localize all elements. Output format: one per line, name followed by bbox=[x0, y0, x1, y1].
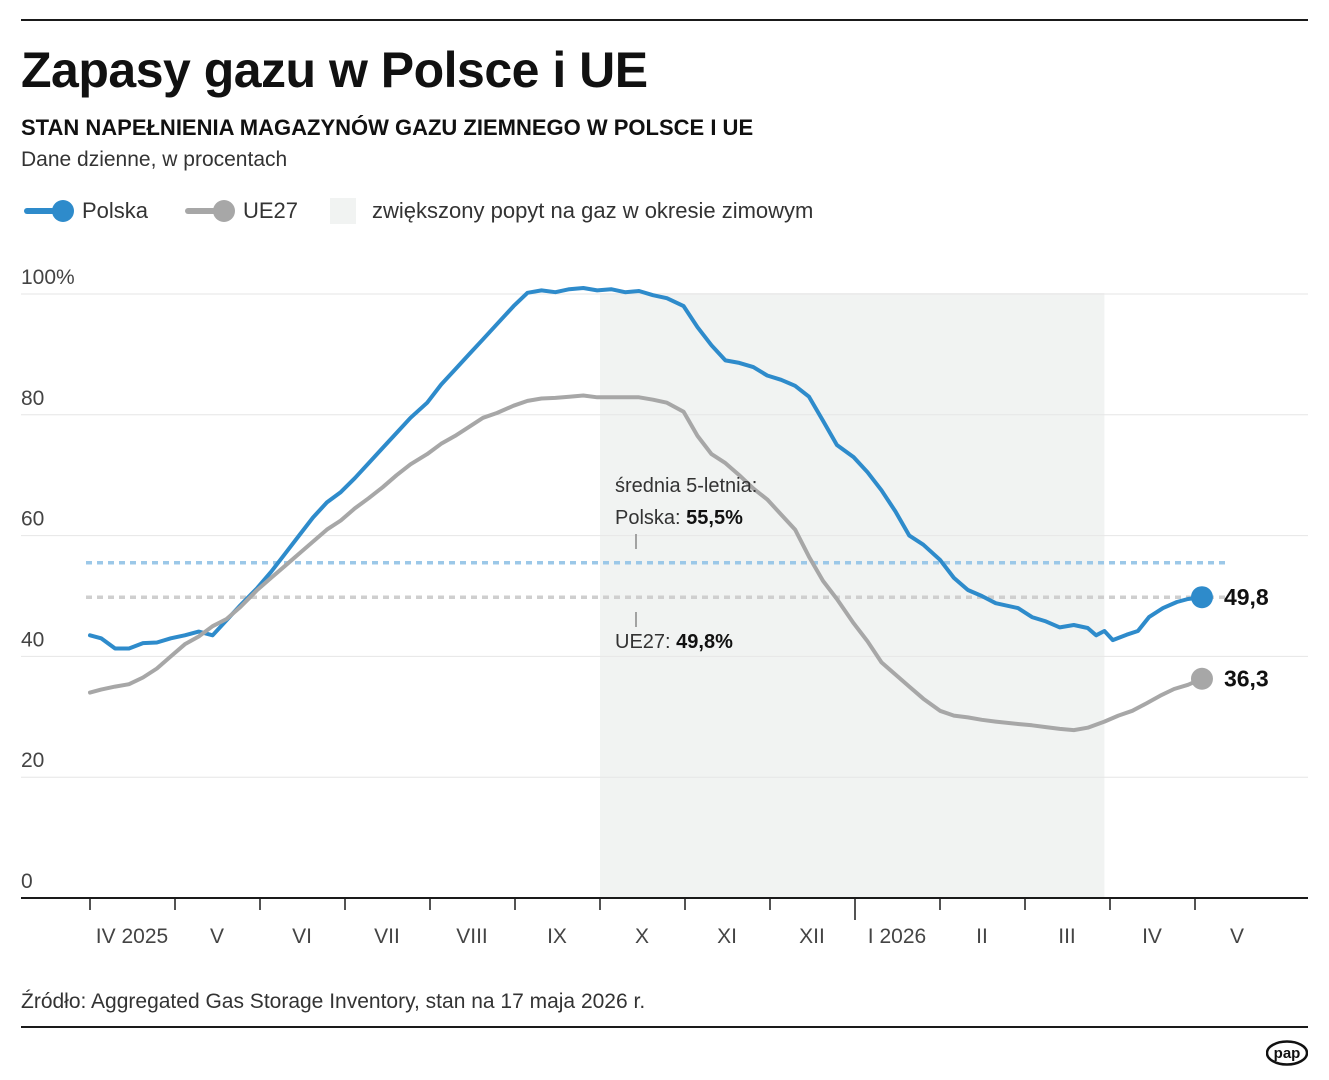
legend-winter-label: zwiększony popyt na gaz w okresie zimowy… bbox=[372, 198, 814, 223]
end-marker-polska bbox=[1190, 586, 1213, 609]
x-tick-label: V bbox=[1230, 925, 1244, 948]
y-tick-label: 20 bbox=[21, 749, 44, 772]
svg-text:pap: pap bbox=[1274, 1045, 1301, 1062]
winter-shade-swatch-icon bbox=[330, 198, 356, 224]
end-value-label: 49,8 bbox=[1224, 584, 1269, 610]
pap-logo-icon: pap bbox=[1266, 1040, 1308, 1066]
x-tick-label: XII bbox=[799, 925, 825, 948]
end-marker-ue27 bbox=[1190, 667, 1213, 690]
polska-line-swatch-icon bbox=[24, 200, 74, 222]
ue27-line-swatch-icon bbox=[185, 200, 235, 222]
y-tick-label: 40 bbox=[21, 628, 44, 651]
winter-shade bbox=[600, 293, 1105, 898]
source-note: Źródło: Aggregated Gas Storage Inventory… bbox=[21, 990, 646, 1013]
reference-label-polska: Polska: 55,5% bbox=[615, 507, 743, 529]
legend-ue27: UE27 bbox=[185, 196, 298, 226]
x-tick-label: VIII bbox=[456, 925, 488, 948]
series-line-polska bbox=[88, 286, 1204, 651]
end-value-label: 36,3 bbox=[1224, 666, 1269, 692]
x-tick-label: I 2026 bbox=[868, 925, 926, 948]
x-tick-label: V bbox=[210, 925, 224, 948]
x-tick-label: IV bbox=[1142, 925, 1162, 948]
series-line-ue27 bbox=[88, 393, 1204, 733]
bottom-rule bbox=[21, 1026, 1308, 1028]
top-rule bbox=[21, 19, 1308, 21]
legend-polska-label: Polska bbox=[82, 198, 149, 223]
chart-subtitle: STAN NAPEŁNIENIA MAGAZYNÓW GAZU ZIEMNEGO… bbox=[21, 115, 754, 140]
x-tick-label: IX bbox=[547, 925, 567, 948]
x-tick-label: VII bbox=[374, 925, 400, 948]
y-tick-label: 80 bbox=[21, 387, 44, 410]
y-tick-label: 60 bbox=[21, 508, 44, 531]
x-tick-label: VI bbox=[292, 925, 312, 948]
legend-winter: zwiększony popyt na gaz w okresie zimowy… bbox=[330, 196, 813, 226]
y-tick-label: 0 bbox=[21, 870, 33, 893]
y-tick-label: 100% bbox=[21, 266, 75, 289]
x-tick-label: XI bbox=[717, 925, 737, 948]
units-note: Dane dzienne, w procentach bbox=[21, 148, 288, 171]
reference-title: średnia 5-letnia: bbox=[615, 475, 757, 497]
x-tick-label: III bbox=[1058, 925, 1076, 948]
chart-title: Zapasy gazu w Polsce i UE bbox=[21, 42, 648, 98]
x-tick-label: II bbox=[976, 925, 988, 948]
legend-ue27-label: UE27 bbox=[243, 198, 299, 223]
legend-polska: Polska bbox=[24, 196, 148, 226]
x-tick-label: X bbox=[635, 925, 649, 948]
x-tick-label: IV 2025 bbox=[96, 925, 168, 948]
reference-label-ue27: UE27: 49,8% bbox=[615, 631, 733, 653]
